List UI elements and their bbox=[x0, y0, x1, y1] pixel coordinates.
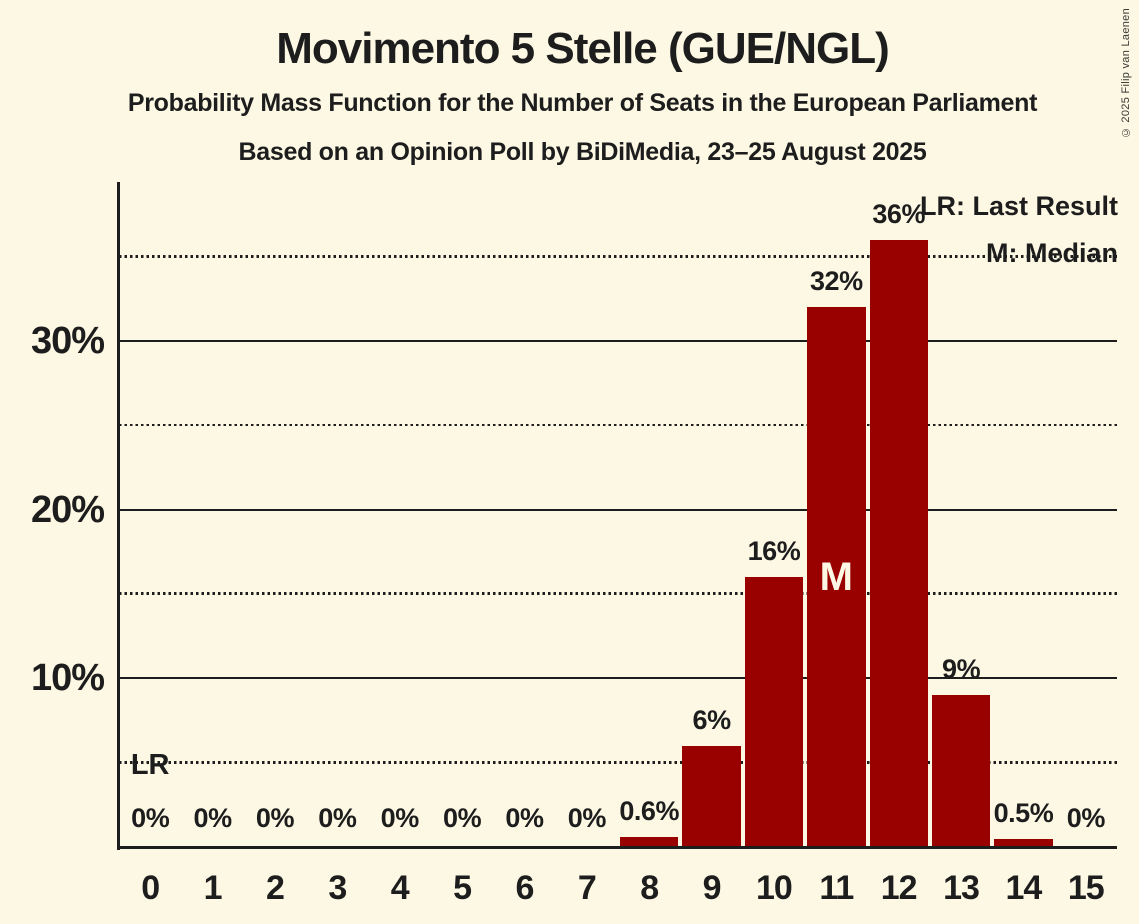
x-tick-label-4: 4 bbox=[390, 869, 410, 907]
bar-value-label-seat-2: 0% bbox=[255, 803, 295, 833]
gridline-dotted-35pct bbox=[119, 255, 1117, 258]
y-axis-line bbox=[117, 182, 120, 850]
gridline-solid-30pct bbox=[119, 339, 1117, 342]
x-axis-line bbox=[117, 846, 1117, 849]
y-tick-label-30pct: 30% bbox=[30, 319, 105, 362]
legend-median: M: Median bbox=[986, 238, 1118, 268]
x-tick-label-15: 15 bbox=[1067, 869, 1105, 907]
bar-value-label-seat-10: 16% bbox=[747, 536, 801, 567]
bar-seat-12 bbox=[869, 239, 928, 847]
chart-legend: LR: Last Result M: Median bbox=[920, 183, 1118, 277]
bar-seat-11 bbox=[807, 307, 866, 847]
bar-seat-9 bbox=[682, 745, 741, 847]
chart-title: Movimento 5 Stelle (GUE/NGL) bbox=[276, 24, 890, 73]
x-tick-label-6: 6 bbox=[515, 869, 534, 907]
bar-seat-13 bbox=[931, 695, 991, 847]
x-tick-label-8: 8 bbox=[640, 869, 659, 907]
last-result-marker: LR bbox=[130, 749, 170, 781]
bar-value-label-seat-0: 0% bbox=[131, 803, 170, 833]
gridline-dotted-25pct bbox=[119, 423, 1117, 427]
x-tick-label-14: 14 bbox=[1005, 869, 1043, 907]
y-tick-label-20pct: 20% bbox=[30, 488, 105, 531]
median-marker: M bbox=[819, 555, 853, 600]
bar-value-label-seat-12: 36% bbox=[872, 198, 925, 229]
bar-value-label-seat-8: 0.6% bbox=[619, 795, 679, 826]
bar-value-label-seat-9: 6% bbox=[692, 704, 732, 735]
bar-value-label-seat-6: 0% bbox=[505, 803, 544, 833]
chart-source-line: Based on an Opinion Poll by BiDiMedia, 2… bbox=[238, 138, 927, 166]
x-tick-label-5: 5 bbox=[453, 869, 472, 907]
gridline-solid-10pct bbox=[119, 677, 1117, 680]
bar-seat-14 bbox=[994, 838, 1053, 847]
legend-last-result: LR: Last Result bbox=[919, 191, 1118, 221]
x-tick-label-13: 13 bbox=[943, 869, 980, 907]
x-tick-label-3: 3 bbox=[328, 869, 347, 907]
x-tick-label-0: 0 bbox=[141, 869, 160, 907]
bar-value-label-seat-1: 0% bbox=[193, 803, 233, 833]
bar-seat-10 bbox=[744, 577, 804, 847]
x-tick-label-1: 1 bbox=[203, 869, 223, 907]
bar-value-label-seat-14: 0.5% bbox=[993, 797, 1054, 828]
bar-value-label-seat-3: 0% bbox=[318, 803, 357, 833]
copyright-note: © 2025 Filip van Laenen bbox=[1120, 8, 1132, 139]
bar-value-label-seat-13: 9% bbox=[942, 654, 981, 685]
gridline-dotted-15pct bbox=[119, 592, 1117, 595]
y-tick-label-10pct: 10% bbox=[30, 657, 105, 700]
x-tick-label-10: 10 bbox=[756, 869, 793, 907]
bar-value-label-seat-7: 0% bbox=[567, 803, 607, 833]
bar-value-label-seat-15: 0% bbox=[1066, 803, 1106, 833]
plot-area: 0% 0% 0% 0% 0% 0% 0% 0% 0.6% 6% 16% 32% 36% 9% 0.5% 0% L… bbox=[117, 182, 1117, 850]
bar-seat-8 bbox=[620, 836, 679, 847]
chart-subtitle: Probability Mass Function for the Number… bbox=[127, 89, 1038, 117]
gridline-solid-20pct bbox=[119, 508, 1117, 511]
gridline-dotted-5pct bbox=[119, 761, 1117, 764]
x-tick-label-12: 12 bbox=[880, 869, 918, 907]
bar-value-label-seat-4: 0% bbox=[380, 803, 420, 833]
x-tick-label-9: 9 bbox=[702, 869, 722, 907]
bar-value-label-seat-5: 0% bbox=[443, 803, 482, 833]
x-tick-label-11: 11 bbox=[819, 869, 854, 907]
x-tick-label-7: 7 bbox=[577, 869, 597, 907]
bar-value-label-seat-11: 32% bbox=[810, 266, 863, 297]
x-tick-label-2: 2 bbox=[265, 869, 285, 907]
